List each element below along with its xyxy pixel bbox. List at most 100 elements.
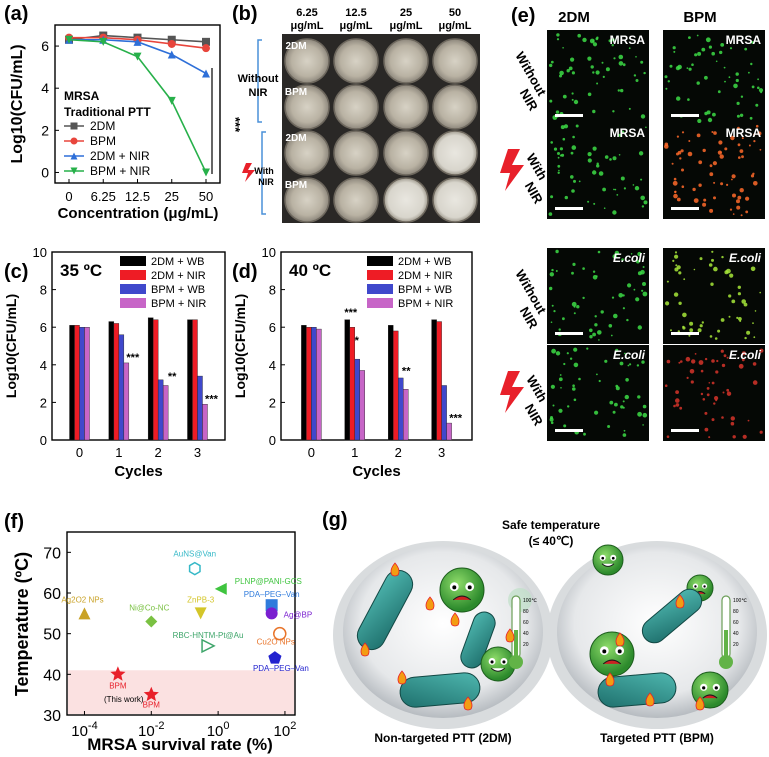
bacteria-dot: [622, 433, 627, 437]
bacteria-dot: [598, 379, 601, 383]
bacteria-dot: [564, 195, 568, 200]
bacteria-dot: [683, 278, 686, 281]
petri-plate: [284, 130, 330, 176]
bacteria-dot: [707, 117, 713, 123]
bacteria-dot: [573, 179, 576, 183]
bacteria-dot: [673, 404, 676, 408]
bacteria-dot: [681, 185, 685, 188]
bacteria-dot: [702, 148, 706, 153]
bacteria-dot: [572, 262, 576, 266]
panel-label-f: (f): [4, 511, 24, 533]
bacteria-dot: [551, 268, 554, 272]
bacteria-dot: [689, 328, 694, 333]
chart_c-frame: [51, 251, 226, 441]
bacteria-dot: [618, 133, 622, 137]
bacteria-dot: [627, 283, 632, 288]
thermometer-scale-label: 40: [733, 631, 739, 637]
chart_c-legend-label: 2DM + WB: [151, 256, 204, 268]
scale-bar: [671, 114, 699, 117]
bacteria-dot: [611, 44, 614, 47]
bacterium-sphere: [592, 544, 624, 576]
chart_d-legend-swatch: [367, 298, 393, 308]
bacteria-dot: [582, 37, 587, 43]
bacteria-dot: [711, 250, 714, 253]
bacteria-dot: [728, 76, 731, 79]
bacteria-dot: [555, 110, 560, 114]
bacteria-dot: [692, 187, 696, 192]
chart_c-bar: [113, 323, 120, 441]
chart-f-point-label: Ag@BP: [284, 610, 313, 619]
chart_c-title: 35 ºC: [60, 261, 102, 280]
bacteria-dot: [592, 109, 596, 114]
bacteria-dot: [636, 364, 640, 367]
micrograph-tag: E.coli: [729, 251, 762, 265]
rod-bacterium: [597, 672, 677, 708]
bacteria-dot: [710, 282, 714, 286]
bacteria-dot: [689, 369, 695, 374]
bacteria-dot: [635, 297, 640, 302]
bacteria-dot: [703, 198, 707, 202]
with-nir-label-1: With: [254, 166, 273, 176]
bacteria-dot: [739, 320, 742, 322]
chart-a-xlabel: Concentration (μg/mL): [58, 205, 219, 222]
bacteria-dot: [642, 266, 645, 268]
petri-plate: [333, 130, 379, 176]
bacteria-dot: [556, 33, 560, 37]
bacteria-dot: [596, 162, 599, 165]
bacteria-dot: [671, 162, 674, 165]
bacteria-dot: [750, 174, 755, 178]
bacteria-dot: [741, 137, 744, 140]
bacteria-dot: [720, 43, 725, 47]
chart-c-annotation: ***: [126, 352, 140, 364]
micrograph-panel: [663, 30, 765, 126]
chart_d-legend-label: BPM + WB: [398, 284, 452, 296]
bacteria-dot: [571, 301, 577, 307]
bacteria-dot: [636, 259, 640, 264]
bacteria-dot: [570, 175, 574, 179]
thermometer-bulb: [719, 655, 733, 669]
rod-bacterium: [460, 611, 496, 669]
bacteria-dot: [613, 57, 616, 60]
chart-f-point: [273, 626, 287, 641]
bacteria-dot: [551, 348, 556, 354]
bacteria-dot: [709, 335, 713, 338]
chart_d-bar: [446, 422, 452, 441]
chart_d-bar: [393, 330, 399, 441]
bacteria-dot: [571, 92, 574, 95]
bacteria-dot: [604, 359, 608, 363]
bacteria-dot: [677, 64, 682, 70]
chart_d-bar: [316, 328, 322, 441]
heat-flame: [360, 642, 370, 657]
bacteria-dot: [686, 376, 689, 379]
bacteria-dot: [628, 47, 631, 50]
bacteria-dot: [556, 38, 560, 41]
chart_d-ylabel: Log10(CFU/mL): [232, 294, 248, 398]
bacteria-dot: [704, 111, 708, 116]
bacteria-dot: [550, 60, 554, 64]
chart_c-bar: [157, 379, 164, 441]
chart-f-point: [145, 615, 158, 628]
chart-f-point-label: PDA–PEG–Van: [244, 590, 300, 599]
thermometer-scale-label: 100℃: [523, 598, 537, 604]
chart_c-ytick-label: 4: [40, 358, 47, 373]
bacteria-dot: [748, 144, 751, 147]
chart-f-xtick-label: 102: [274, 720, 297, 740]
chart_d-bar: [306, 327, 312, 441]
bacteria-dot: [615, 384, 619, 388]
bacteria-dot: [641, 360, 645, 364]
bacteria-dot: [699, 257, 703, 261]
bacteria-dot: [714, 337, 718, 340]
bacteria-dot: [687, 98, 690, 101]
chart_c-bar: [152, 319, 159, 441]
chart-d-annotation: *: [355, 335, 360, 347]
bacteria-dot: [678, 361, 681, 364]
chart-a-note2: Traditional PTT: [64, 105, 151, 119]
bacteria-dot: [731, 178, 733, 181]
petri-plate: [333, 177, 379, 223]
chart_c-bar: [187, 319, 193, 441]
chart-f-ylabel: Temperature (ºC): [12, 552, 32, 696]
bacterium-sphere: [589, 631, 635, 677]
bacteria-dot: [592, 71, 595, 74]
bacteria-dot: [670, 329, 672, 332]
